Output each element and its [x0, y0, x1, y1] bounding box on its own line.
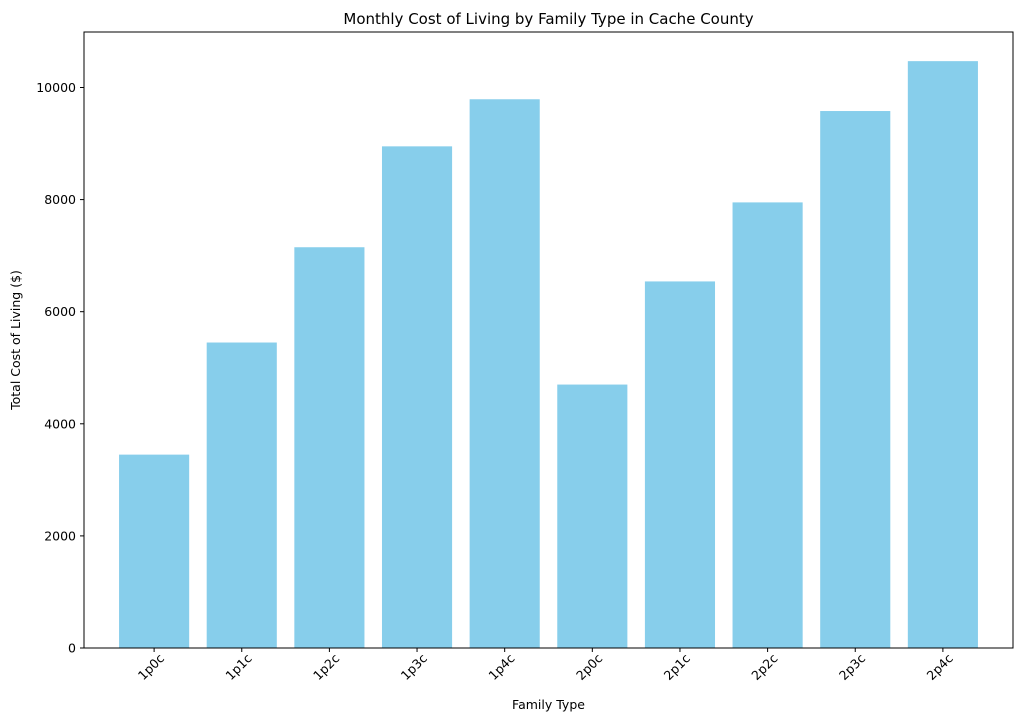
bar-2p4c: [907, 61, 978, 649]
x-tick-label: 2p2c: [748, 651, 780, 683]
y-tick-label: 2000: [44, 528, 76, 543]
x-tick-label: 1p3c: [398, 651, 430, 683]
x-tick-label: 1p2c: [310, 651, 342, 683]
x-tick-label: 2p0c: [573, 651, 605, 683]
bar-2p0c: [557, 384, 628, 648]
x-tick-label: 1p0c: [135, 651, 167, 683]
bars-group: [119, 61, 978, 649]
y-axis-label: Total Cost of Living ($): [8, 270, 23, 411]
bar-1p4c: [469, 99, 540, 648]
y-tick-label: 10000: [36, 80, 76, 95]
chart-title: Monthly Cost of Living by Family Type in…: [343, 10, 753, 28]
bar-1p1c: [206, 342, 277, 648]
bar-1p3c: [381, 146, 453, 649]
x-tick-label: 2p4c: [924, 651, 956, 683]
x-tick-label: 1p1c: [222, 651, 254, 683]
y-tick-label: 4000: [44, 416, 76, 431]
bar-2p3c: [820, 111, 891, 648]
bar-2p2c: [732, 202, 803, 648]
bar-1p0c: [119, 454, 190, 648]
bar-1p2c: [294, 247, 365, 649]
x-axis-label: Family Type: [512, 697, 585, 712]
x-axis-ticks: 1p0c 1p1c 1p2c 1p3c 1p4c 2p0c 2p1c 2p2c 2p3c 2p4c: [135, 648, 956, 683]
bar-2p1c: [644, 281, 716, 648]
y-tick-label: 6000: [44, 304, 76, 319]
x-tick-label: 1p4c: [485, 651, 517, 683]
y-tick-label: 8000: [44, 192, 76, 207]
y-tick-label: 0: [68, 641, 76, 656]
x-tick-label: 2p1c: [661, 651, 693, 683]
plot-frame: [83, 31, 1014, 649]
y-axis-ticks: 0 2000 4000 6000 8000 10000: [36, 80, 84, 656]
x-tick-label: 2p3c: [836, 651, 868, 683]
